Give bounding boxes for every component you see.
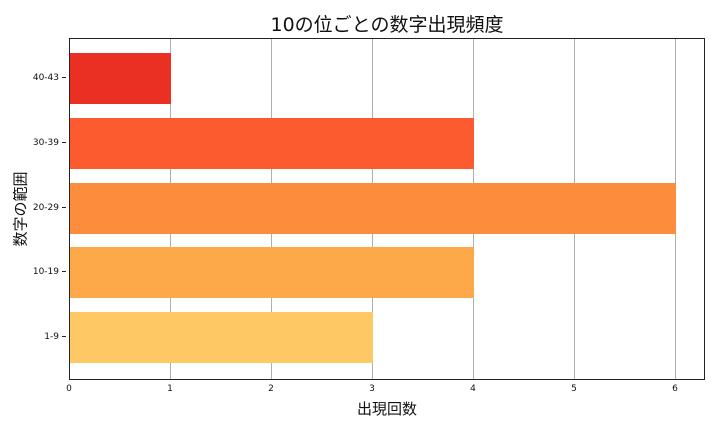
x-tick-label: 1 — [167, 384, 173, 394]
x-tick-label: 6 — [672, 384, 678, 394]
bar-1-9 — [70, 312, 373, 363]
bar-10-19 — [70, 247, 474, 298]
x-tick-label: 2 — [268, 384, 274, 394]
y-tick-label: 20-29 — [33, 203, 66, 213]
x-tick-label: 5 — [571, 384, 577, 394]
x-axis-label: 出現回数 — [356, 400, 417, 418]
bar-40-43 — [70, 53, 171, 104]
y-axis-label: 数字の範囲 — [11, 171, 30, 247]
chart-title: 10の位ごとの数字出現頻度 — [270, 14, 504, 36]
plot-area — [69, 38, 705, 380]
x-tick-label: 0 — [66, 384, 72, 394]
x-tick-label: 4 — [470, 384, 476, 394]
bar-20-29 — [70, 183, 676, 234]
x-tick-label: 3 — [369, 384, 375, 394]
y-tick-label: 10-19 — [33, 267, 66, 277]
y-tick-label: 40-43 — [33, 73, 66, 83]
y-tick-label: 1-9 — [44, 332, 66, 342]
y-tick-label: 30-39 — [33, 138, 66, 148]
bar-30-39 — [70, 118, 474, 169]
